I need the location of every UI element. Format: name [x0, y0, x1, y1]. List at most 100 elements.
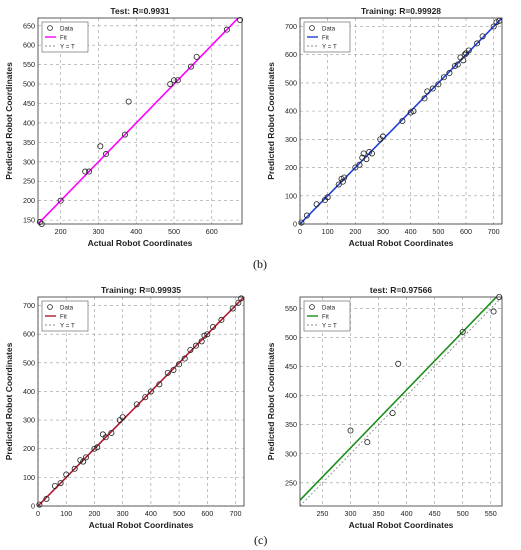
chart-title: Training: R=0.99928 [361, 6, 441, 16]
data-point [198, 338, 205, 345]
data-point [454, 61, 461, 68]
data-point [440, 74, 447, 81]
y-tick-label: 300 [23, 157, 35, 166]
data-point [204, 331, 211, 338]
data-point [490, 23, 497, 30]
data-point [164, 369, 171, 376]
data-point [57, 480, 64, 487]
y-axis-label: Predicted Robot Coordinates [4, 342, 14, 460]
x-tick-label: 350 [373, 509, 385, 518]
data-point [313, 201, 320, 208]
data-point [193, 342, 200, 349]
chart-title: Test: R=0.9931 [110, 6, 169, 16]
legend-label: Fit [60, 313, 67, 320]
x-tick-label: 200 [88, 509, 100, 518]
y-tick-label: 350 [23, 138, 35, 147]
legend-marker-data [309, 25, 315, 31]
data-point [174, 77, 181, 84]
chart-panel-2: 0 100 200 300 400 500 600 700 0 100 200 300 400 500 60… [266, 6, 503, 248]
data-point [121, 131, 128, 138]
y-tick-label: 300 [285, 135, 297, 144]
y-tick-label: 600 [285, 50, 297, 59]
data-point [395, 360, 402, 367]
data-point [147, 388, 154, 395]
data-point [82, 168, 89, 175]
axes-box [299, 296, 503, 507]
data-point [91, 445, 98, 452]
y-tick-label: 250 [285, 478, 297, 487]
data-point [446, 70, 453, 77]
x-tick-label: 100 [60, 509, 72, 518]
data-point [103, 151, 110, 158]
legend-label: Y = T [60, 43, 75, 50]
caption-c: (c) [254, 533, 268, 547]
data-point [429, 85, 436, 92]
legend-label: Fit [60, 34, 67, 41]
y-tick-label: 100 [23, 473, 35, 482]
data-point [51, 482, 58, 489]
legend-marker-data [47, 25, 53, 31]
data-point [201, 332, 208, 339]
data-point [435, 81, 442, 88]
data-point [187, 346, 194, 353]
y-tick-label: 400 [285, 107, 297, 116]
x-axis-label: Actual Robot Coordinates [349, 520, 454, 530]
data-point [335, 181, 342, 188]
legend-label: Data [322, 304, 336, 311]
y-tick-label: 300 [285, 449, 297, 458]
legend: Data Fit Y = T [303, 300, 351, 332]
chart-panel-3: 0 100 200 300 400 500 600 700 0 100 200 300 400 500 60… [4, 285, 245, 530]
legend: Data Fit Y = T [303, 21, 351, 53]
data-point [209, 324, 216, 331]
data-point [176, 361, 183, 368]
fit-line [38, 18, 240, 224]
data-point [170, 367, 177, 374]
data-point [303, 212, 310, 219]
x-tick-label: 600 [201, 509, 213, 518]
data-point [193, 53, 200, 60]
y-tick-label: 700 [285, 22, 297, 31]
chart-panel-4: 250 300 350 400 450 500 550 250 300 350 400 450 500 5… [266, 285, 503, 530]
data-point [338, 175, 345, 182]
data-point [80, 458, 87, 465]
x-tick-label: 200 [349, 227, 361, 236]
x-tick-label: 400 [401, 509, 413, 518]
data-point [421, 95, 428, 102]
data-point [341, 174, 348, 181]
data-point [360, 150, 367, 157]
data-point [410, 108, 417, 115]
y-tick-label: 0 [31, 502, 35, 511]
data-point [399, 118, 406, 125]
y-tick-label: 250 [23, 177, 35, 186]
x-tick-label: 550 [485, 509, 497, 518]
legend-label: Fit [322, 313, 329, 320]
data-point [424, 88, 431, 95]
y-tick-label: 350 [285, 420, 297, 429]
fit-line [38, 297, 244, 506]
legend-label: Data [60, 304, 74, 311]
x-tick-label: 700 [488, 227, 500, 236]
data-point [347, 427, 354, 434]
data-point [459, 328, 466, 335]
data-point [389, 410, 396, 417]
x-axis-label: Actual Robot Coordinates [88, 238, 193, 248]
data-point [474, 40, 481, 47]
x-tick-label: 300 [377, 227, 389, 236]
data-point [407, 109, 414, 116]
data-point [167, 81, 174, 88]
legend-label: Data [60, 25, 74, 32]
data-point [235, 299, 242, 306]
y-tick-label: 400 [23, 387, 35, 396]
legend-label: Y = T [322, 43, 337, 50]
data-point [156, 381, 163, 388]
y-tick-label: 0 [293, 220, 297, 229]
chart-panel-1: 200 300 400 500 600 150 200 250 300 350 400 450 500 5… [4, 6, 244, 248]
plot-lines [38, 18, 240, 224]
x-axis-label: Actual Robot Coordinates [89, 520, 194, 530]
legend-marker-data [309, 304, 315, 310]
data-point [368, 150, 375, 157]
y-tick-label: 100 [285, 191, 297, 200]
y-tick-label: 500 [23, 80, 35, 89]
data-point [324, 194, 331, 201]
